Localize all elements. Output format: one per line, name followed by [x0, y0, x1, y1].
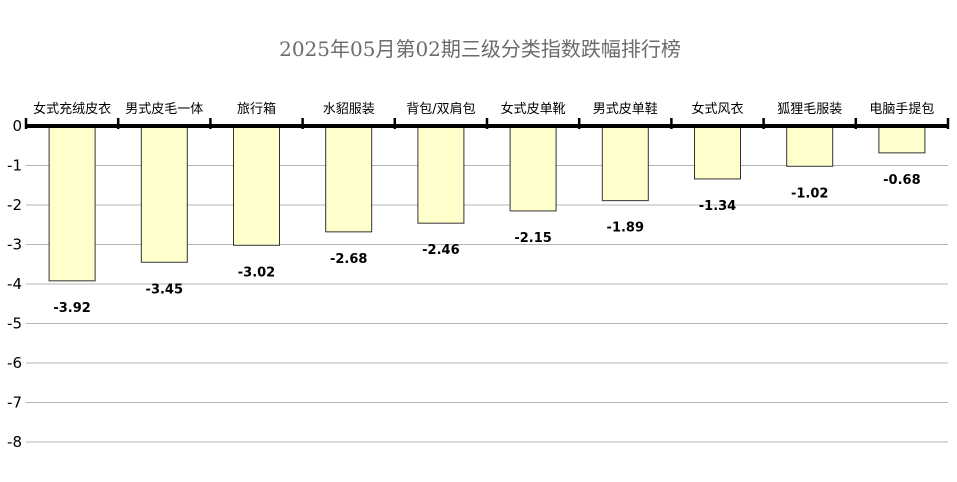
value-label: -2.15 [514, 231, 551, 246]
bar [694, 125, 741, 180]
bar [233, 125, 280, 246]
y-tick-label: -3 [7, 236, 22, 254]
category-label: 背包/双肩包 [406, 101, 475, 117]
value-label: -1.02 [791, 186, 828, 201]
bar [878, 125, 926, 154]
value-label: -3.45 [146, 282, 183, 297]
category-label: 电脑手提包 [869, 101, 934, 117]
category-label: 女式风衣 [691, 101, 743, 117]
y-tick-label: -2 [7, 196, 22, 214]
chart-title: 2025年05月第02期三级分类指数跌幅排行榜 [279, 37, 681, 61]
value-label: -3.92 [53, 301, 90, 316]
y-tick-label: -1 [7, 157, 22, 175]
y-axis-ticks: 0 -1 -2 -3 -4 -5 -6 -7 -8 [7, 117, 22, 451]
bar [509, 125, 557, 212]
value-label: -1.89 [607, 221, 644, 236]
category-label: 男式皮毛一体 [125, 102, 203, 117]
y-tick-label: -4 [7, 275, 22, 293]
bar [601, 125, 649, 202]
category-label: 旅行箱 [237, 101, 276, 117]
category-label: 男式皮单鞋 [593, 101, 658, 117]
value-label: -1.34 [699, 199, 736, 214]
bar [786, 125, 834, 167]
y-tick-label: -8 [7, 433, 22, 451]
value-label: -0.68 [883, 173, 920, 188]
bar [417, 125, 465, 224]
bars [48, 125, 926, 282]
y-tick-label: -5 [7, 315, 22, 333]
value-label: -3.02 [238, 265, 275, 280]
bar [325, 125, 373, 233]
category-label: 狐狸毛服装 [777, 102, 842, 117]
value-label: -2.68 [330, 252, 367, 267]
value-labels: -3.92 -3.45 -3.02 -2.68 -2.46 -2.15 -1.89 -1.34… [53, 173, 920, 316]
bar [48, 125, 96, 282]
y-tick-label: -6 [7, 354, 22, 372]
category-label: 女式充绒皮衣 [33, 101, 111, 117]
bar [140, 125, 188, 263]
category-label: 水貂服装 [323, 102, 375, 117]
category-axis [24, 118, 950, 129]
y-tick-label: -7 [7, 394, 22, 412]
category-label: 女式皮单靴 [501, 101, 566, 117]
y-tick-label: 0 [12, 117, 22, 135]
category-labels: 女式充绒皮衣 男式皮毛一体 旅行箱 水貂服装 背包/双肩包 女式皮单靴 男式皮单鞋 女式风衣 狐… [33, 101, 934, 117]
value-label: -2.46 [422, 243, 459, 258]
